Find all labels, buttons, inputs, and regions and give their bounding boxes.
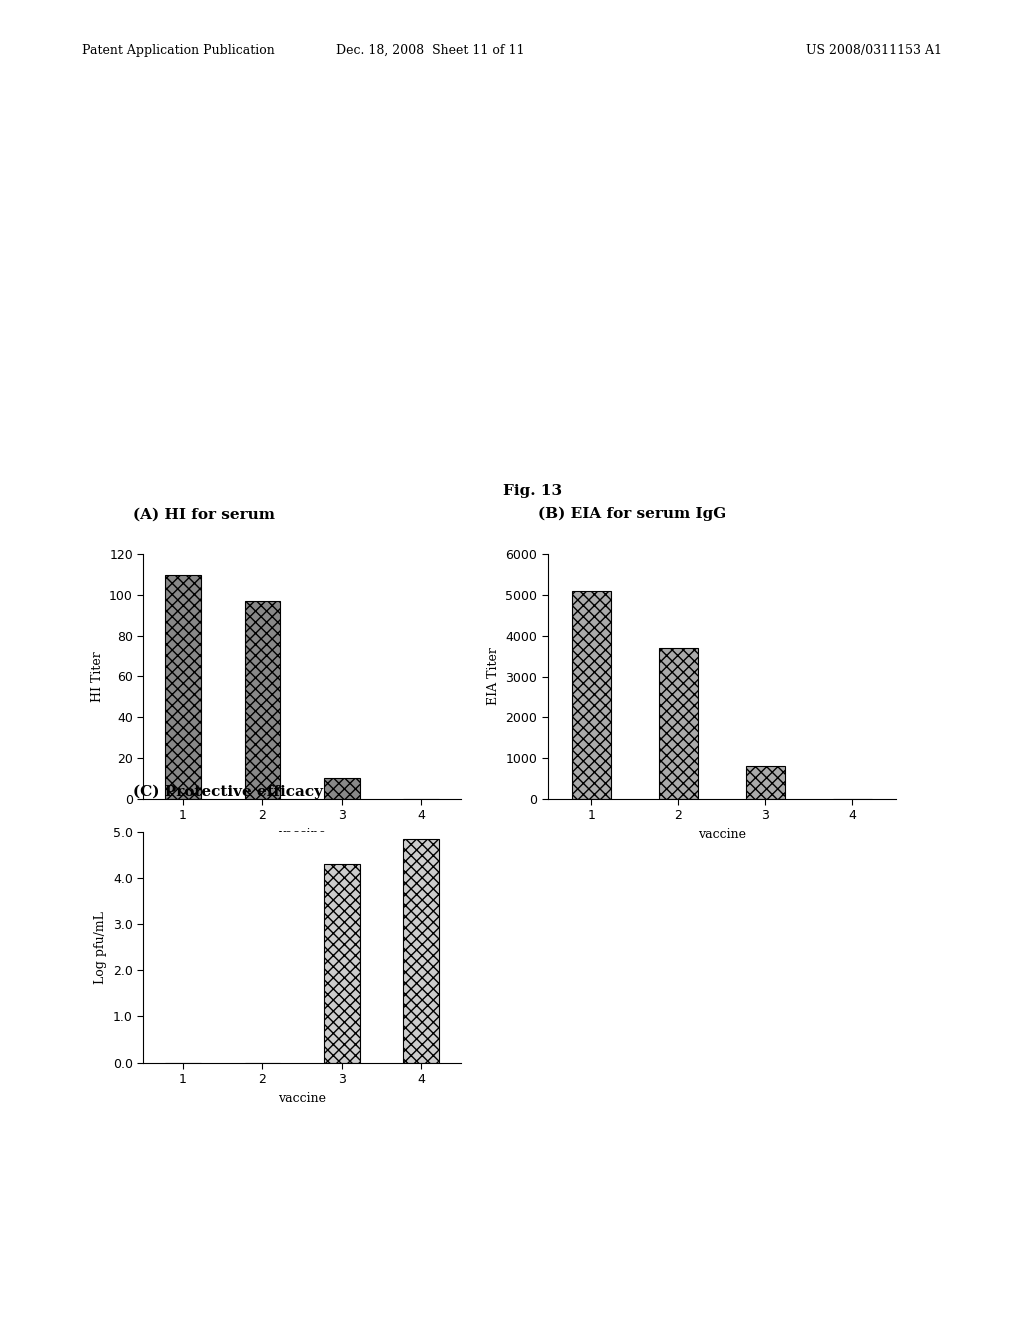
X-axis label: vaccine: vaccine <box>279 828 326 841</box>
Bar <box>658 648 698 799</box>
Bar <box>245 601 281 799</box>
Text: Dec. 18, 2008  Sheet 11 of 11: Dec. 18, 2008 Sheet 11 of 11 <box>336 44 524 57</box>
Text: (A) HI for serum: (A) HI for serum <box>133 507 275 521</box>
Bar <box>324 865 359 1063</box>
Text: Fig. 13: Fig. 13 <box>503 483 562 498</box>
Text: (C) Protective efficacy: (C) Protective efficacy <box>133 784 324 799</box>
Bar <box>745 766 785 799</box>
Bar <box>324 779 359 799</box>
X-axis label: vaccine: vaccine <box>698 828 745 841</box>
Bar <box>571 591 611 799</box>
Text: Patent Application Publication: Patent Application Publication <box>82 44 274 57</box>
Bar <box>403 838 439 1063</box>
Y-axis label: EIA Titer: EIA Titer <box>486 648 500 705</box>
Text: US 2008/0311153 A1: US 2008/0311153 A1 <box>806 44 942 57</box>
X-axis label: vaccine: vaccine <box>279 1092 326 1105</box>
Y-axis label: Log pfu/mL: Log pfu/mL <box>94 911 108 983</box>
Bar <box>165 574 201 799</box>
Text: (B) EIA for serum IgG: (B) EIA for serum IgG <box>538 507 726 521</box>
Y-axis label: HI Titer: HI Titer <box>90 651 103 702</box>
